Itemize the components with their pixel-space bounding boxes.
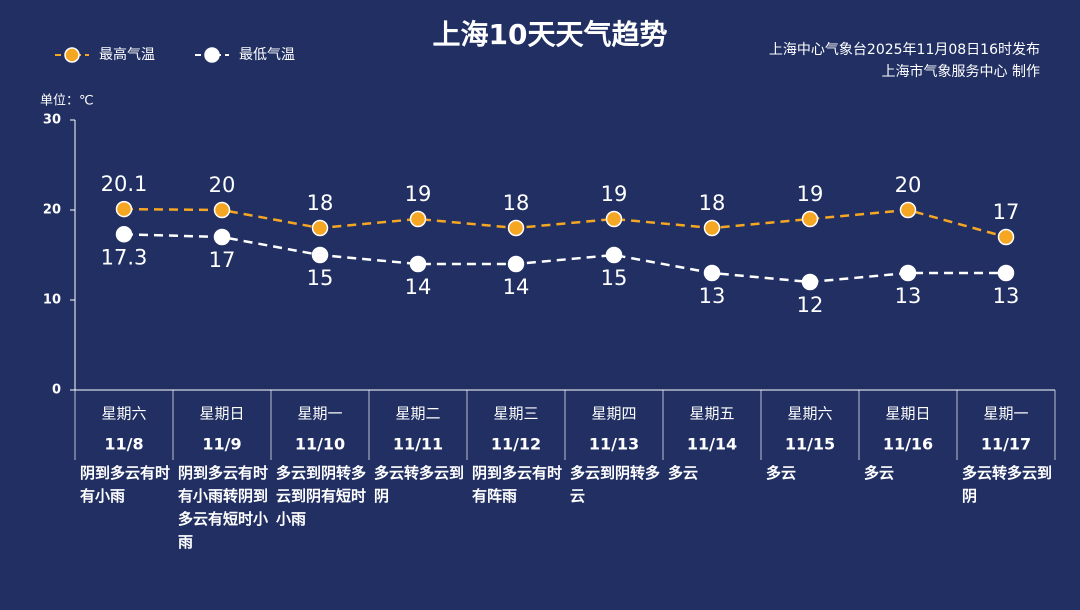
x-tick-label: 11/8	[104, 435, 143, 454]
weather-text: 多云到阴转多云到阴有短时小雨	[276, 464, 367, 528]
series-line	[123, 207, 1007, 239]
x-tick-label: 11/13	[589, 435, 639, 454]
weekday-label: 星期日	[199, 405, 244, 423]
point	[409, 210, 427, 228]
value-label: 15	[601, 266, 628, 290]
value-label: 18	[699, 191, 726, 215]
weekday-label: 星期日	[885, 405, 930, 423]
value-label: 19	[405, 182, 432, 206]
point	[213, 201, 231, 219]
weather-text: 阴到多云有时有阵雨	[472, 464, 563, 505]
x-tick-label: 11/11	[393, 435, 443, 454]
value-label: 18	[503, 191, 530, 215]
value-label: 20	[209, 173, 236, 197]
point	[997, 264, 1015, 282]
value-label: 17	[993, 200, 1020, 224]
weather-text: 阴到多云有时有小雨	[80, 464, 171, 505]
weekday-label: 星期二	[395, 405, 440, 423]
weather-text: 多云转多云到阴	[962, 464, 1053, 505]
weather-text: 多云到阴转多云	[570, 464, 661, 505]
y-tick-label: 30	[43, 113, 61, 128]
point	[605, 210, 623, 228]
point	[311, 219, 329, 237]
x-tick-label: 11/12	[491, 435, 541, 454]
point	[703, 219, 721, 237]
weather-text: 多云	[766, 464, 797, 482]
value-label: 19	[797, 182, 824, 206]
point	[605, 246, 623, 264]
weather-text: 阴到多云有时有小雨转阴到多云有短时小雨	[178, 464, 269, 551]
value-label: 17.3	[101, 245, 148, 269]
point	[899, 264, 917, 282]
point	[801, 210, 819, 228]
weekday-label: 星期一	[297, 405, 342, 423]
value-label: 18	[307, 191, 334, 215]
x-tick-label: 11/16	[883, 435, 933, 454]
y-tick-label: 0	[52, 383, 61, 398]
value-label: 19	[601, 182, 628, 206]
x-tick-label: 11/9	[202, 435, 241, 454]
series-line	[123, 233, 1006, 284]
weekday-label: 星期六	[787, 405, 832, 423]
chart-title: 上海10天天气趋势	[433, 18, 668, 51]
value-label: 13	[895, 284, 922, 308]
weather-text: 多云	[668, 464, 699, 482]
value-label: 20	[895, 173, 922, 197]
value-label: 15	[307, 266, 334, 290]
weekday-label: 星期六	[101, 405, 146, 423]
x-tick-label: 11/14	[687, 435, 737, 454]
point	[115, 226, 133, 243]
point	[997, 228, 1015, 246]
y-axis-label: 单位：℃	[40, 94, 94, 109]
value-label: 13	[699, 284, 726, 308]
point	[409, 255, 427, 273]
value-label: 14	[405, 275, 432, 299]
weekday-label: 星期四	[591, 405, 636, 423]
weekday-label: 星期五	[689, 405, 734, 423]
point	[801, 273, 819, 291]
legend-label: 最高气温	[99, 46, 155, 63]
point	[115, 200, 133, 218]
y-tick-label: 20	[43, 203, 61, 218]
point	[311, 246, 329, 264]
weekday-label: 星期三	[493, 405, 538, 423]
weather-text: 多云转多云到阴	[374, 464, 465, 505]
y-tick-label: 10	[43, 293, 61, 308]
weekday-label: 星期一	[983, 405, 1028, 423]
legend-label: 最低气温	[239, 47, 295, 63]
value-label: 17	[209, 248, 236, 272]
value-label: 13	[993, 284, 1020, 308]
source: 上海中心气象台2025年11月08日16时发布	[769, 42, 1040, 58]
x-tick-label: 11/10	[295, 435, 345, 454]
legend-marker	[204, 47, 220, 63]
point	[899, 201, 917, 219]
x-tick-label: 11/15	[785, 435, 835, 454]
x-tick-label: 11/17	[981, 435, 1031, 454]
point	[507, 255, 525, 273]
value-label: 20.1	[101, 172, 148, 196]
weather-text: 多云	[864, 464, 895, 482]
point	[507, 219, 525, 237]
point	[213, 228, 231, 246]
legend-marker	[64, 47, 80, 63]
point	[703, 264, 721, 282]
value-label: 12	[797, 293, 824, 317]
value-label: 14	[503, 275, 530, 299]
source: 上海市气象服务中心 制作	[882, 63, 1040, 80]
